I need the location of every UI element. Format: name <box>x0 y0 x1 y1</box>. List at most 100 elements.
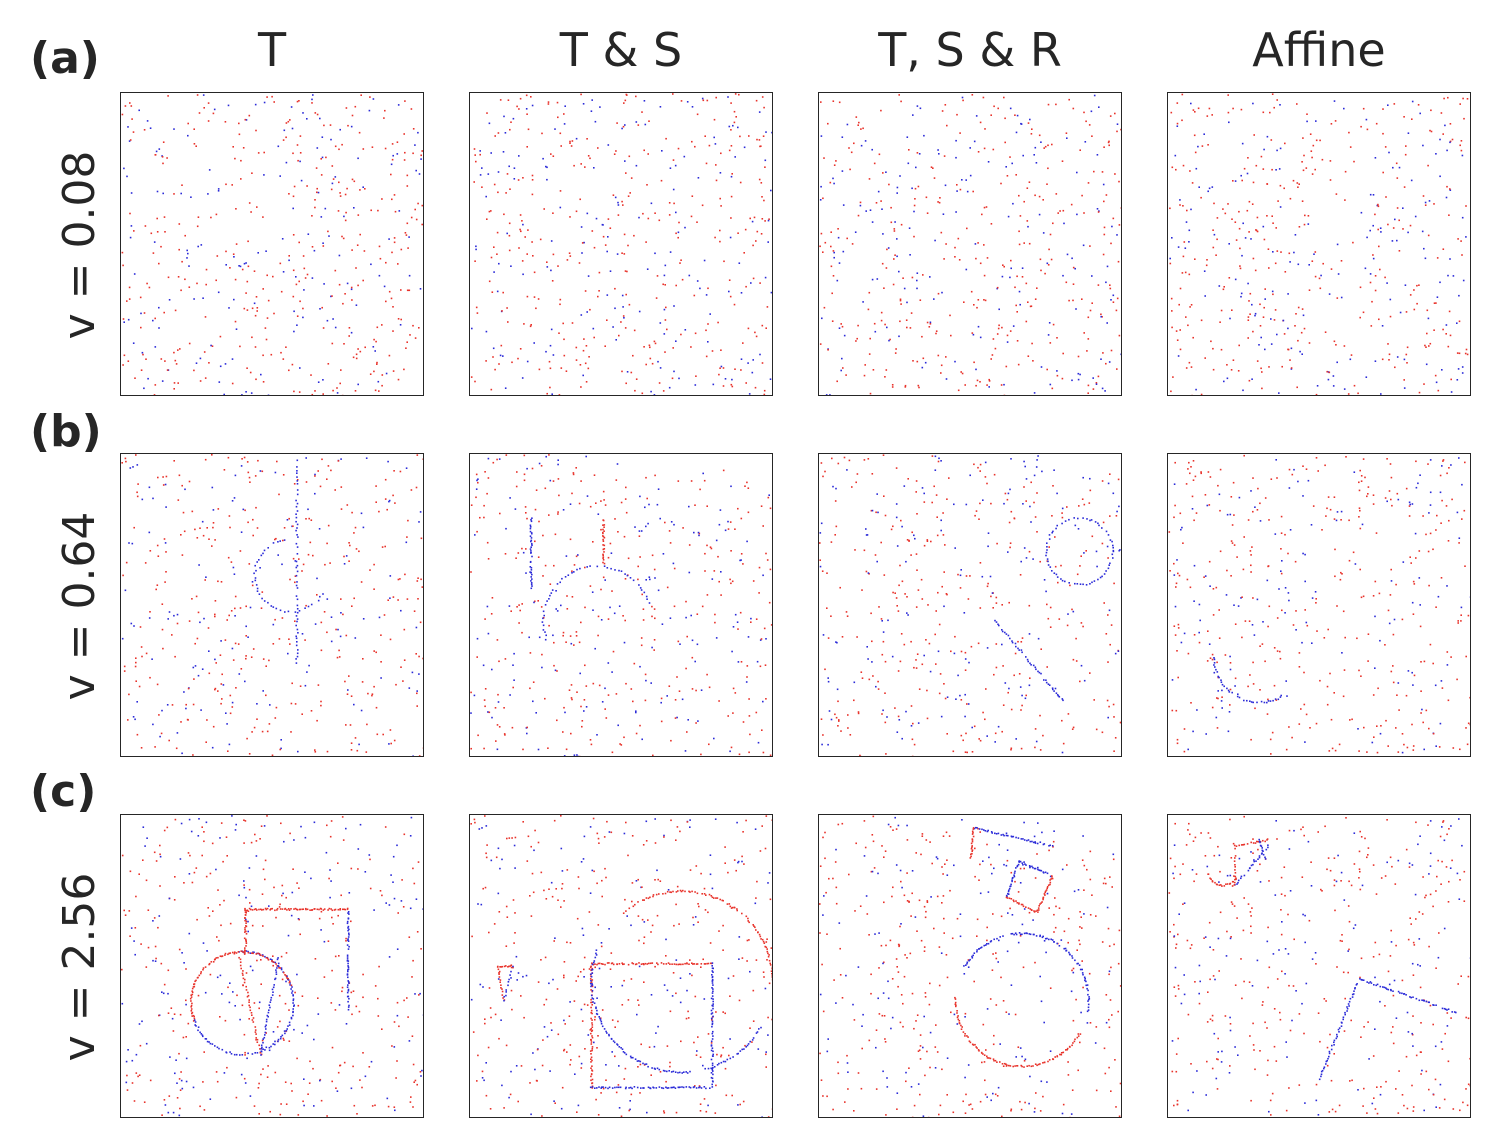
noise-event <box>1025 557 1028 559</box>
noise-event <box>161 709 163 712</box>
noise-event <box>1409 556 1411 558</box>
noise-event <box>668 202 671 204</box>
noise-event <box>1305 621 1308 624</box>
noise-event <box>277 554 279 556</box>
noise-event <box>1398 166 1401 169</box>
noise-event <box>356 1113 358 1115</box>
noise-event <box>1038 134 1041 137</box>
noise-event <box>255 129 257 132</box>
noise-event <box>996 333 999 335</box>
noise-event <box>1273 647 1276 649</box>
noise-event <box>1270 478 1273 480</box>
noise-event <box>1112 294 1115 297</box>
noise-event <box>1016 275 1018 278</box>
noise-event <box>161 1114 163 1116</box>
noise-event <box>1293 468 1295 471</box>
noise-event <box>1194 151 1197 154</box>
noise-event <box>1280 570 1282 572</box>
noise-event <box>1110 349 1113 352</box>
shape-event <box>1217 675 1219 678</box>
noise-event <box>1089 672 1091 674</box>
noise-event <box>565 748 568 751</box>
noise-event <box>179 348 181 350</box>
noise-event <box>1389 594 1392 596</box>
noise-event <box>188 620 191 622</box>
noise-event <box>1091 535 1094 538</box>
noise-event <box>389 729 392 731</box>
noise-event <box>964 693 966 696</box>
noise-event <box>1280 251 1282 253</box>
noise-event <box>328 877 330 880</box>
noise-event <box>581 725 583 728</box>
noise-event <box>238 122 240 125</box>
noise-event <box>573 644 575 646</box>
noise-event <box>348 892 351 894</box>
noise-event <box>1375 532 1378 534</box>
noise-event <box>720 571 722 573</box>
noise-event <box>313 821 316 824</box>
noise-event <box>363 250 366 252</box>
noise-event <box>1063 222 1065 225</box>
noise-event <box>819 199 822 201</box>
noise-event <box>504 553 507 555</box>
noise-event <box>259 838 261 840</box>
noise-event <box>357 214 360 216</box>
noise-event <box>331 916 333 919</box>
noise-event <box>1425 346 1427 348</box>
noise-event <box>411 976 413 978</box>
noise-event <box>930 540 932 543</box>
noise-event <box>1210 340 1212 343</box>
noise-event <box>280 747 282 750</box>
noise-event <box>1449 334 1452 337</box>
noise-event <box>740 292 743 294</box>
noise-event <box>159 885 161 887</box>
noise-event <box>1331 747 1334 750</box>
noise-event <box>764 664 767 666</box>
noise-event <box>168 299 171 301</box>
noise-event <box>155 150 158 153</box>
noise-event <box>820 101 822 103</box>
noise-event <box>496 253 498 255</box>
noise-event <box>362 658 364 660</box>
noise-event <box>1367 486 1370 488</box>
noise-event <box>345 634 348 637</box>
noise-event <box>743 146 746 149</box>
shape-event <box>549 594 551 597</box>
noise-event <box>332 923 334 925</box>
noise-event <box>192 754 194 756</box>
noise-event <box>705 162 708 165</box>
noise-event <box>1108 140 1110 143</box>
noise-event <box>1106 545 1109 548</box>
noise-event <box>397 578 400 581</box>
noise-event <box>643 346 645 348</box>
noise-event <box>362 148 365 150</box>
noise-event <box>1354 563 1357 565</box>
noise-event <box>734 156 736 158</box>
noise-event <box>623 535 626 538</box>
noise-event <box>418 673 420 675</box>
noise-event <box>961 372 964 375</box>
noise-event <box>1227 94 1229 96</box>
noise-event <box>982 711 984 714</box>
noise-event <box>722 385 725 387</box>
noise-event <box>1211 653 1214 656</box>
noise-event <box>552 480 555 482</box>
noise-event <box>984 461 987 464</box>
noise-event <box>662 553 665 555</box>
noise-event <box>973 725 976 728</box>
noise-event <box>868 291 871 294</box>
noise-event <box>578 262 581 264</box>
shape-event <box>295 520 297 523</box>
noise-event <box>197 994 200 997</box>
noise-event <box>1349 719 1351 721</box>
noise-event <box>310 877 312 880</box>
noise-event <box>1229 513 1232 516</box>
noise-event <box>976 306 978 309</box>
noise-event <box>389 597 391 599</box>
noise-event <box>995 596 998 599</box>
noise-event <box>991 592 994 594</box>
shape-event <box>219 955 222 957</box>
noise-event <box>521 377 524 379</box>
noise-event <box>1302 314 1305 317</box>
row-label-b-text: v = 0.64 <box>54 511 105 701</box>
